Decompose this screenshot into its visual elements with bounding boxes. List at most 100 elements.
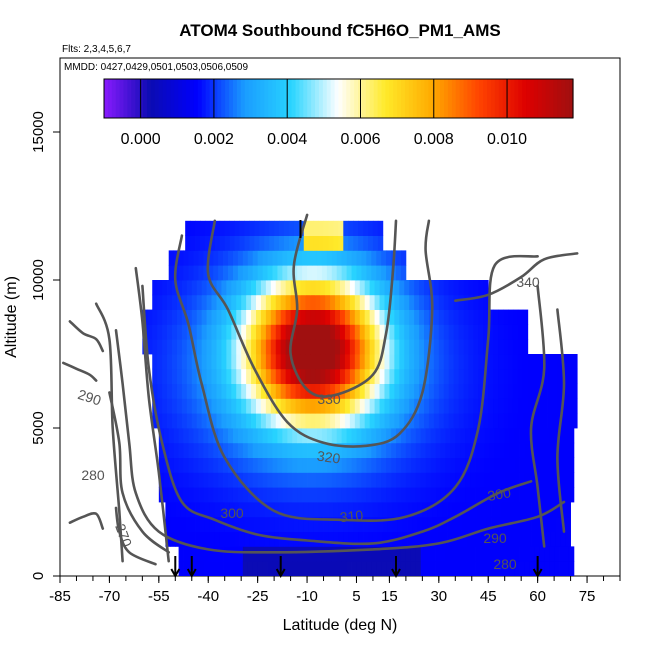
colorbar-segment — [334, 79, 340, 118]
heatmap-cell — [532, 354, 539, 370]
heatmap-cell — [512, 383, 519, 399]
y-tick-label: 5000 — [30, 411, 47, 444]
heatmap-cell — [519, 428, 525, 444]
heatmap-cell — [508, 324, 514, 340]
contour-label: 290 — [483, 530, 507, 546]
heatmap-cell — [372, 235, 379, 251]
heatmap-cell — [412, 516, 418, 532]
heatmap-cell — [221, 398, 227, 414]
heatmap-cell — [483, 398, 489, 414]
heatmap-cell — [389, 324, 395, 340]
heatmap-cell — [389, 398, 395, 414]
heatmap-cell — [455, 546, 461, 562]
heatmap-cell — [371, 561, 377, 576]
heatmap-cell — [201, 294, 207, 310]
heatmap-cell — [382, 516, 389, 532]
colorbar-segment — [565, 79, 570, 118]
heatmap-cell — [211, 354, 217, 370]
heatmap-cell — [359, 324, 366, 340]
heatmap-cell — [427, 516, 433, 532]
heatmap-cell — [364, 294, 371, 310]
heatmap-cell — [167, 383, 173, 399]
heatmap-cell — [307, 457, 313, 473]
heatmap-cell — [544, 442, 550, 458]
colorbar-segment — [264, 79, 269, 118]
colorbar-segment — [123, 79, 129, 118]
colorbar-tick-label: 0.002 — [194, 131, 234, 148]
heatmap-cell — [489, 472, 496, 488]
heatmap-cell — [366, 561, 372, 576]
heatmap-cell — [254, 531, 260, 547]
colorbar-segment — [209, 79, 215, 118]
heatmap-cell — [493, 368, 499, 384]
heatmap-cell — [307, 442, 313, 458]
heatmap-cell — [356, 546, 362, 562]
heatmap-cell — [214, 516, 221, 532]
heatmap-cell — [465, 487, 471, 503]
heatmap-cell — [198, 561, 204, 576]
heatmap-cell — [203, 472, 209, 488]
heatmap-cell — [218, 487, 224, 503]
heatmap-cell — [348, 516, 354, 532]
heatmap-cell — [377, 531, 384, 547]
heatmap-cell — [508, 354, 514, 370]
heatmap-cell — [162, 368, 168, 384]
heatmap-cell — [234, 531, 240, 547]
heatmap-cell — [386, 561, 392, 576]
heatmap-cell — [198, 265, 204, 281]
colorbar-segment — [479, 79, 484, 118]
heatmap-cell — [282, 546, 288, 562]
heatmap-cell — [361, 457, 367, 473]
heatmap-cell — [241, 368, 247, 384]
heatmap-cell — [246, 294, 252, 310]
heatmap-cell — [374, 280, 380, 296]
heatmap-cell — [568, 428, 575, 444]
heatmap-cell — [209, 531, 216, 547]
heatmap-cell — [547, 398, 553, 414]
heatmap-cell — [397, 516, 403, 532]
heatmap-cell — [180, 502, 186, 518]
heatmap-cell — [409, 294, 415, 310]
x-tick-label: 60 — [529, 588, 546, 605]
heatmap-cell — [506, 531, 512, 547]
heatmap-cell — [351, 250, 357, 266]
heatmap-cell — [201, 354, 207, 370]
heatmap-cell — [554, 546, 560, 562]
heatmap-cell — [312, 250, 318, 266]
heatmap-cell — [489, 457, 496, 473]
heatmap-cell — [318, 502, 324, 518]
heatmap-cell — [173, 442, 179, 458]
colorbar-tick-label: 0.000 — [121, 131, 161, 148]
heatmap-cell — [341, 428, 347, 444]
heatmap-cell — [295, 413, 301, 429]
heatmap-cell — [328, 235, 334, 251]
heatmap-cell — [307, 487, 313, 503]
heatmap-cell — [349, 309, 356, 325]
heatmap-cell — [532, 383, 539, 399]
heatmap-cell — [384, 383, 390, 399]
heatmap-cell — [346, 265, 352, 281]
heatmap-cell — [247, 250, 254, 266]
heatmap-cell — [394, 398, 400, 414]
heatmap-cell — [206, 339, 212, 355]
heatmap-cell — [226, 368, 232, 384]
heatmap-cell — [176, 368, 183, 384]
heatmap-cell — [302, 250, 308, 266]
heatmap-cell — [172, 339, 178, 355]
heatmap-cell — [448, 324, 455, 340]
heatmap-cell — [512, 339, 519, 355]
heatmap-cell — [302, 442, 308, 458]
heatmap-cell — [234, 220, 240, 236]
heatmap-cell — [303, 502, 310, 518]
heatmap-cell — [313, 220, 319, 236]
heatmap-cell — [313, 531, 319, 547]
heatmap-cell — [176, 339, 183, 355]
heatmap-cell — [404, 324, 410, 340]
heatmap-cell — [244, 235, 250, 251]
heatmap-cell — [509, 472, 515, 488]
heatmap-cell — [402, 531, 408, 547]
heatmap-cell — [196, 354, 203, 370]
heatmap-cell — [359, 398, 366, 414]
heatmap-cell — [374, 398, 380, 414]
